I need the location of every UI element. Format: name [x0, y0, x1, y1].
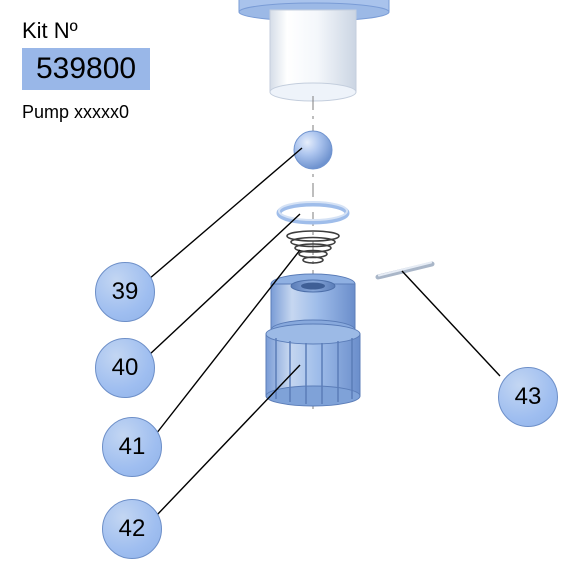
callout-label: 42 [119, 515, 146, 543]
callout-42: 42 [102, 499, 162, 559]
callout-40: 40 [95, 338, 155, 398]
exploded-diagram [0, 0, 574, 579]
callout-label: 40 [112, 354, 139, 382]
callout-label: 41 [119, 433, 146, 461]
callout-39: 39 [95, 262, 155, 322]
callout-41: 41 [102, 417, 162, 477]
callout-label: 43 [515, 383, 542, 411]
upper-cylinder-part [239, 0, 389, 101]
part-spring [287, 231, 339, 263]
callout-43: 43 [498, 367, 558, 427]
callout-label: 39 [112, 278, 139, 306]
